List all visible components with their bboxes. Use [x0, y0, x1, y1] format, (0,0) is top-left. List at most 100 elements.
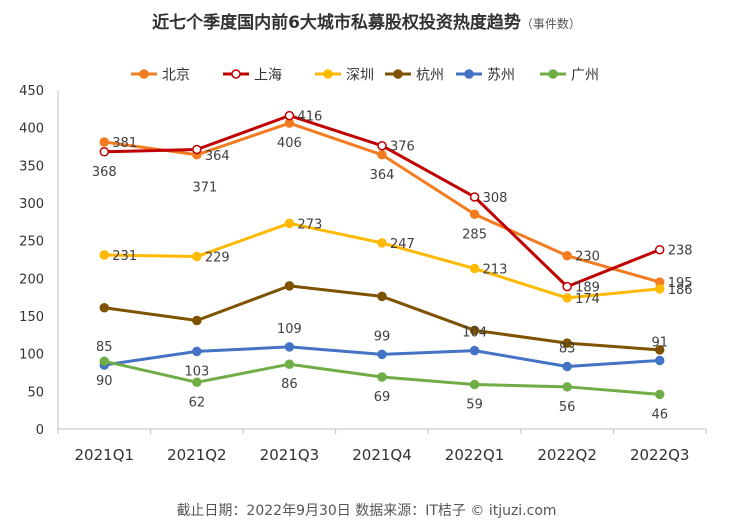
y-tick-label: 300 — [19, 197, 44, 212]
data-label: 83 — [559, 341, 576, 356]
data-point — [469, 209, 480, 220]
legend-item: 深圳 — [315, 68, 374, 84]
data-point — [192, 315, 202, 326]
y-tick-label: 200 — [19, 272, 44, 287]
data-label: 416 — [297, 110, 322, 125]
data-label: 109 — [277, 322, 302, 337]
legend-marker — [548, 69, 558, 79]
data-point — [377, 150, 387, 160]
data-label: 371 — [192, 181, 217, 196]
data-label: 62 — [189, 395, 206, 410]
data-point — [377, 372, 387, 382]
data-point — [99, 356, 110, 366]
data-label: 69 — [374, 390, 391, 405]
x-axis: 2021Q1 2021Q2 2021Q3 2021Q4 2022Q1 2022Q2 2022… — [57, 428, 707, 464]
data-point — [654, 345, 665, 355]
legend-marker — [323, 69, 333, 79]
x-tick-label: 2021Q2 — [167, 446, 227, 464]
legend-item: 北京 — [131, 68, 190, 84]
data-point — [654, 244, 665, 255]
legend-label: 杭州 — [416, 68, 444, 84]
data-point — [469, 192, 480, 202]
data-point — [192, 346, 202, 357]
data-label: 376 — [390, 140, 415, 155]
series-3 — [99, 281, 665, 355]
data-point — [562, 382, 572, 392]
data-point — [377, 140, 387, 151]
data-label: 368 — [92, 165, 117, 180]
data-point — [562, 361, 572, 372]
data-label: 308 — [483, 191, 508, 206]
data-point — [377, 291, 387, 302]
data-label: 231 — [112, 249, 137, 264]
data-point — [284, 218, 295, 229]
data-label: 103 — [184, 364, 209, 379]
data-label: 186 — [668, 283, 693, 298]
data-point — [469, 379, 480, 390]
x-tick-label: 2021Q3 — [260, 446, 320, 464]
data-label: 364 — [205, 149, 230, 164]
y-tick-label: 350 — [19, 159, 44, 174]
data-label: 189 — [575, 281, 600, 296]
x-tick-label: 2022Q2 — [537, 446, 597, 464]
y-tick-label: 250 — [19, 235, 44, 250]
series-layer — [99, 110, 665, 400]
data-point — [469, 263, 480, 274]
y-tick-label: 100 — [19, 348, 44, 363]
data-point — [99, 137, 110, 147]
legend: 北京 上海 深圳 杭州 苏州 广州 — [131, 68, 599, 84]
data-label: 238 — [668, 244, 693, 259]
x-tick-label: 2022Q1 — [445, 446, 505, 464]
data-label: 364 — [370, 168, 395, 183]
data-label: 285 — [462, 227, 487, 242]
data-point — [377, 238, 387, 248]
chart-title: 近七个季度国内前6大城市私募股权投资热度趋势 — [152, 13, 521, 33]
data-label: 90 — [96, 374, 113, 389]
data-label: 56 — [559, 400, 576, 415]
legend-label: 上海 — [254, 68, 282, 84]
data-label: 247 — [390, 237, 415, 252]
legend-marker — [393, 69, 403, 79]
x-tick-label: 2022Q3 — [630, 446, 690, 464]
data-point — [192, 377, 202, 388]
series-5 — [99, 356, 665, 400]
series-1 — [99, 110, 665, 292]
data-point — [654, 355, 665, 366]
y-axis: 0 50 100 150 200 250 300 350 400 450 — [19, 84, 59, 438]
data-point — [377, 349, 387, 360]
legend-item: 苏州 — [456, 68, 515, 84]
data-point — [469, 325, 480, 336]
legend-label: 苏州 — [487, 68, 515, 84]
data-point — [192, 144, 202, 155]
y-tick-label: 150 — [19, 310, 44, 325]
data-label: 46 — [651, 407, 668, 422]
data-label: 85 — [96, 340, 113, 355]
data-label-layer: 381 368 364 371 406 416 364 376 285 308 230 189 195 2… — [92, 110, 693, 423]
series-2 — [99, 218, 665, 303]
data-point — [284, 110, 295, 121]
data-point — [469, 345, 480, 356]
y-tick-label: 50 — [27, 385, 44, 400]
legend-label: 北京 — [162, 68, 190, 84]
y-tick-label: 450 — [19, 84, 44, 99]
data-label: 104 — [462, 326, 487, 341]
legend-marker — [231, 69, 241, 79]
legend-label: 深圳 — [346, 68, 374, 84]
data-point — [99, 302, 110, 313]
series-0 — [99, 118, 665, 287]
data-label: 213 — [483, 263, 508, 278]
x-tick-label: 2021Q1 — [75, 446, 135, 464]
data-point — [99, 250, 110, 260]
data-point — [99, 147, 110, 157]
data-label: 59 — [466, 398, 483, 413]
data-label: 406 — [277, 136, 302, 151]
data-point — [562, 338, 572, 348]
y-tick-label: 0 — [36, 423, 44, 438]
legend-item: 广州 — [540, 68, 599, 84]
data-point — [562, 293, 572, 303]
data-point — [654, 389, 665, 400]
data-label: 273 — [297, 217, 322, 232]
legend-label: 广州 — [571, 68, 599, 84]
